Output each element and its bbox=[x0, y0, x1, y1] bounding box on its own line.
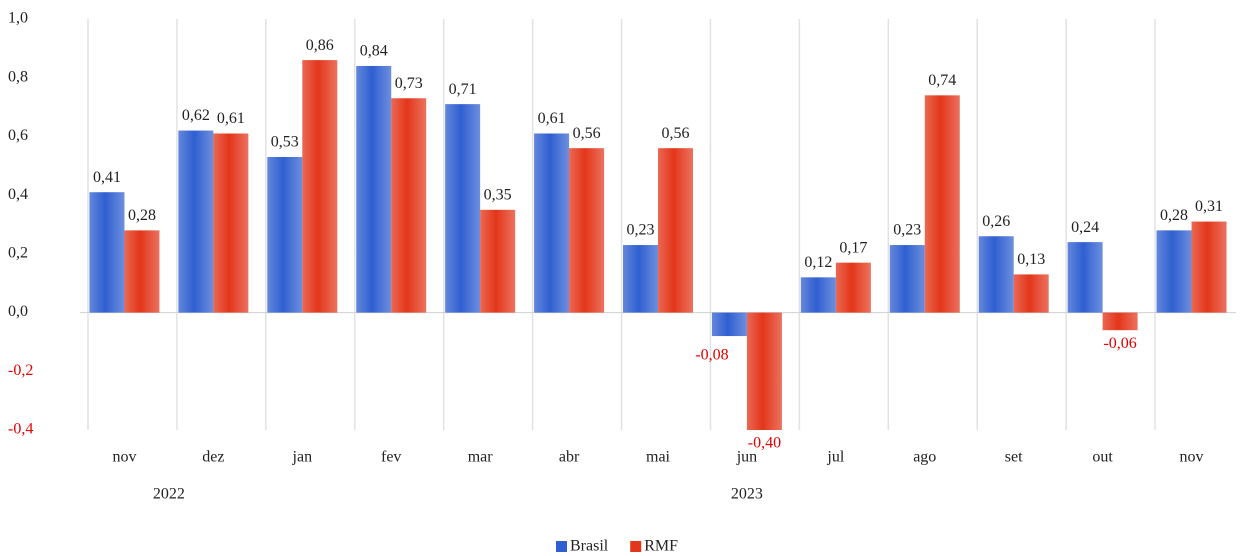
x-tick-label: set bbox=[1005, 449, 1023, 466]
bar bbox=[658, 148, 693, 313]
data-label: 0,35 bbox=[484, 186, 512, 203]
bar bbox=[1102, 312, 1138, 331]
bar bbox=[213, 133, 249, 313]
data-label: 0,12 bbox=[804, 254, 832, 271]
x-tick-label: nov bbox=[112, 449, 136, 466]
data-label: 0,71 bbox=[449, 81, 477, 98]
data-label: 0,62 bbox=[182, 107, 210, 124]
bar bbox=[124, 230, 160, 313]
bar bbox=[356, 65, 392, 313]
x-tick-label: mar bbox=[468, 449, 494, 466]
bar bbox=[89, 192, 125, 313]
data-label: 0,84 bbox=[360, 43, 388, 60]
bar bbox=[978, 236, 1014, 313]
x-tick-label: nov bbox=[1180, 449, 1204, 466]
x-tick-label: fev bbox=[381, 449, 401, 466]
bar bbox=[534, 133, 570, 313]
bar bbox=[800, 277, 836, 313]
y-tick-label: 0,2 bbox=[8, 245, 28, 262]
data-label: -0,06 bbox=[1103, 335, 1136, 352]
x-tick-label: dez bbox=[202, 449, 224, 466]
bar bbox=[178, 130, 214, 313]
data-label: 0,73 bbox=[395, 75, 423, 92]
y-tick-label: -0,4 bbox=[8, 421, 33, 438]
bar bbox=[480, 209, 516, 313]
x-tick-label: abr bbox=[559, 449, 580, 466]
bar bbox=[1067, 242, 1103, 313]
data-label: 0,26 bbox=[982, 213, 1010, 230]
data-label: 0,24 bbox=[1071, 219, 1099, 236]
data-label: 0,28 bbox=[1160, 207, 1188, 224]
y-tick-label: 0,8 bbox=[8, 68, 28, 85]
bar bbox=[267, 156, 303, 313]
data-label: 0,23 bbox=[893, 222, 921, 239]
data-label: 0,17 bbox=[839, 239, 867, 256]
data-label: 0,13 bbox=[1017, 251, 1045, 268]
data-label: 0,23 bbox=[627, 222, 655, 239]
y-tick-label: -0,2 bbox=[8, 362, 33, 379]
data-label: -0,40 bbox=[748, 435, 781, 452]
bar bbox=[835, 262, 871, 313]
x-tick-label: ago bbox=[913, 449, 936, 466]
bar bbox=[889, 245, 925, 313]
bar bbox=[302, 60, 338, 313]
data-label: 0,41 bbox=[93, 169, 121, 186]
data-label: 0,53 bbox=[271, 134, 299, 151]
bar bbox=[1156, 230, 1192, 313]
bar bbox=[924, 95, 960, 313]
data-label: 0,56 bbox=[662, 125, 690, 142]
legend-swatch bbox=[556, 541, 567, 552]
y-tick-label: 1,0 bbox=[8, 10, 28, 27]
y-tick-label: 0,6 bbox=[8, 127, 28, 144]
data-label: 0,61 bbox=[538, 110, 566, 127]
x-tick-label: jun bbox=[736, 449, 757, 466]
data-label: -0,08 bbox=[695, 347, 728, 364]
legend-swatch bbox=[630, 541, 642, 552]
x-tick-label: jan bbox=[292, 449, 313, 466]
data-label: 0,56 bbox=[573, 125, 601, 142]
data-label: 0,86 bbox=[306, 37, 334, 54]
data-label: 0,28 bbox=[128, 207, 156, 224]
x-group-label: 2023 bbox=[731, 486, 763, 503]
y-tick-label: 0,4 bbox=[8, 186, 28, 203]
legend-label: RMF bbox=[644, 538, 678, 555]
bar bbox=[711, 312, 747, 337]
bar bbox=[623, 245, 658, 313]
x-tick-label: mai bbox=[646, 449, 671, 466]
bar bbox=[1013, 274, 1049, 313]
x-group-label: 2022 bbox=[153, 486, 185, 503]
bar bbox=[1191, 221, 1227, 313]
bar bbox=[569, 148, 605, 313]
y-tick-label: 0,0 bbox=[8, 303, 28, 320]
data-label: 0,74 bbox=[928, 72, 956, 89]
data-label: 0,61 bbox=[217, 110, 245, 127]
data-label: 0,31 bbox=[1195, 198, 1223, 215]
bar bbox=[391, 98, 427, 313]
legend-label: Brasil bbox=[570, 538, 609, 555]
bar bbox=[746, 312, 782, 430]
x-tick-label: out bbox=[1092, 449, 1113, 466]
bar bbox=[445, 104, 481, 313]
x-tick-label: jul bbox=[826, 449, 844, 466]
